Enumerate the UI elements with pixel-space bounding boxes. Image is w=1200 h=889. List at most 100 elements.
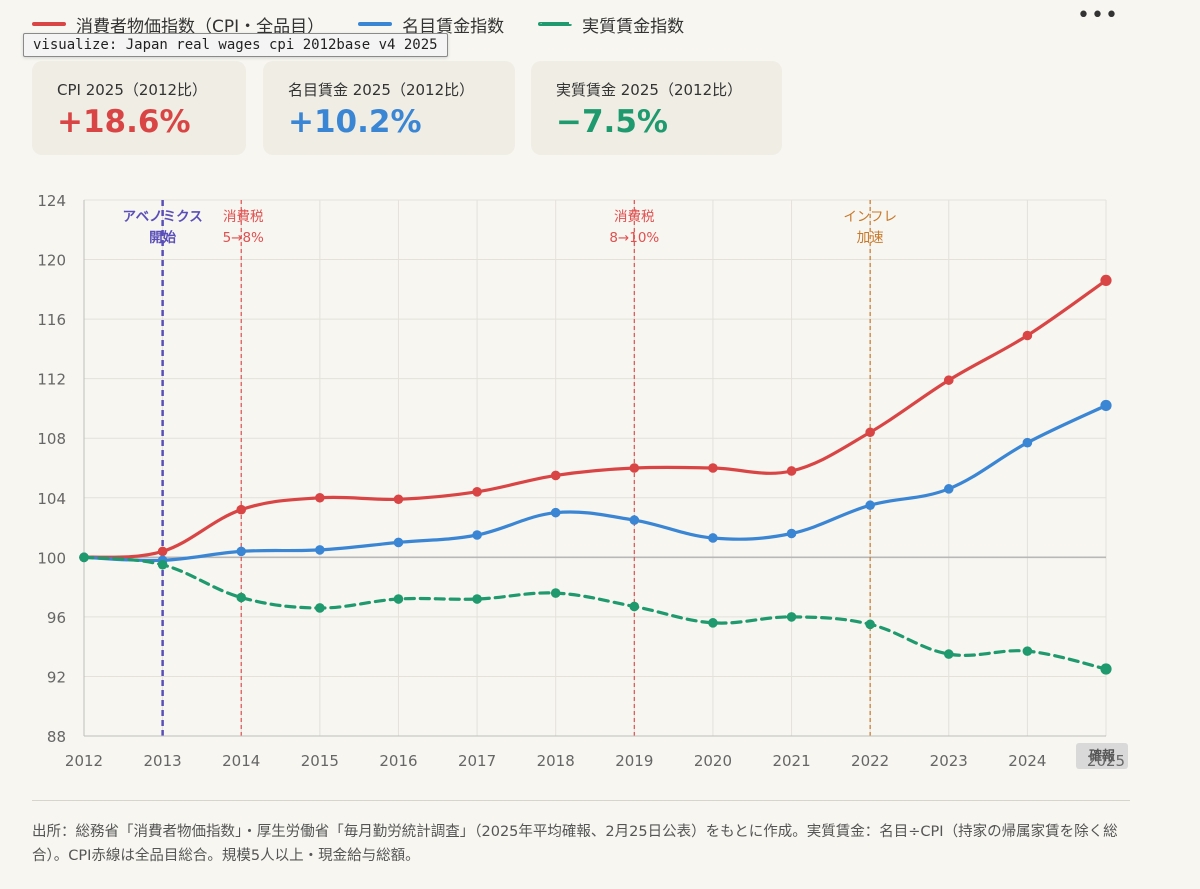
x-tick-label: 2018 [537, 752, 575, 770]
chart-series [79, 274, 1112, 675]
data-point-real [943, 649, 954, 659]
x-tick-label: 2021 [772, 752, 810, 770]
y-tick-label: 112 [37, 371, 66, 389]
y-tick-label: 92 [47, 668, 66, 686]
data-point-cpi [157, 546, 168, 557]
series-line-nominal [82, 403, 1108, 563]
data-point-nominal [786, 528, 797, 539]
data-point-real [157, 559, 168, 570]
annotation-label: 消費税 [223, 209, 264, 225]
data-point-real [472, 594, 482, 604]
data-point-cpi [629, 463, 640, 473]
legend-label-cpi: 消費者物価指数（CPI・全品目） [76, 16, 325, 37]
legend-label-nominal-wage: 名目賃金指数 [402, 16, 505, 37]
data-point-real [1022, 646, 1033, 656]
annotation-label: インフレ [843, 209, 897, 225]
chart-legend: 消費者物価指数（CPI・全品目） 名目賃金指数 実質賃金指数 [32, 8, 684, 40]
data-point-real [315, 603, 325, 613]
data-point-cpi [393, 494, 404, 505]
y-tick-label: 100 [37, 549, 66, 567]
x-tick-label: 2015 [301, 752, 339, 770]
stat-value-nominal-wage: +10.2% [288, 104, 422, 140]
annotation-lines [161, 200, 871, 736]
data-point-real [629, 601, 640, 612]
data-point-cpi [472, 487, 482, 497]
data-point-cpi [1022, 330, 1033, 341]
stat-value-cpi: +18.6% [57, 104, 191, 140]
tooltip: visualize: Japan real wages cpi 2012base… [23, 33, 448, 57]
stat-label-nominal-wage: 名目賃金 2025（2012比） [288, 81, 475, 99]
data-point-real [79, 552, 89, 563]
x-tick-label: 2017 [458, 752, 496, 770]
source-note: 出所：総務省「消費者物価指数」・厚生労働省「毎月勤労統計調査」（2025年平均確… [32, 824, 1118, 864]
annotation-label: 8→10% [609, 230, 659, 246]
data-point-nominal [393, 537, 404, 548]
data-point-real [1100, 663, 1112, 675]
data-point-nominal [708, 533, 718, 543]
stat-card-nominal-wage: 名目賃金 2025（2012比） +10.2% [263, 61, 515, 155]
x-tick-label: 2023 [930, 752, 968, 770]
data-point-cpi [943, 375, 954, 385]
data-point-real [708, 618, 718, 628]
data-point-cpi [786, 466, 797, 476]
line-chart: 88 92 96 100 104 108 112 116 120 124 確報 2012 2013 201… [37, 192, 1128, 770]
x-tick-label: 2014 [222, 752, 260, 770]
legend-label-real-wage: 実質賃金指数 [582, 16, 685, 37]
data-point-cpi [236, 504, 247, 515]
series-line-cpi [82, 278, 1108, 559]
x-tick-label: 2013 [144, 752, 182, 770]
y-tick-label: 124 [37, 192, 66, 210]
x-tick-label: 2022 [851, 752, 889, 770]
legend-item-real-wage[interactable]: 実質賃金指数 [538, 12, 684, 37]
y-tick-label: 88 [47, 728, 66, 746]
annotation-label: 消費税 [614, 209, 655, 225]
data-point-real [393, 594, 404, 604]
data-point-cpi [315, 492, 325, 503]
data-point-nominal [1022, 437, 1033, 448]
annotation-label: アベノミクス [122, 209, 202, 225]
x-tick-label: 2020 [694, 752, 732, 770]
stat-value-real-wage: −7.5% [556, 104, 668, 140]
legend-swatch-cpi [32, 22, 66, 26]
data-point-nominal [315, 545, 325, 555]
data-point-nominal [472, 530, 482, 540]
data-point-real [550, 588, 561, 598]
stat-card-cpi: CPI 2025（2012比） +18.6% [32, 61, 246, 155]
data-point-nominal [865, 500, 875, 511]
data-point-nominal [1100, 399, 1112, 412]
data-point-real [786, 612, 797, 622]
legend-item-nominal-wage[interactable]: 名目賃金指数 [358, 12, 504, 37]
annotation-label: 開始 [149, 229, 176, 246]
data-point-cpi [865, 427, 875, 438]
data-point-cpi [1100, 274, 1112, 286]
data-point-real [236, 592, 247, 603]
data-point-nominal [550, 507, 561, 518]
y-tick-label: 120 [37, 252, 66, 270]
more-options-button[interactable]: ••• [1077, 2, 1119, 28]
data-point-nominal [943, 484, 954, 494]
legend-item-cpi[interactable]: 消費者物価指数（CPI・全品目） [32, 12, 324, 37]
legend-swatch-real-wage [538, 22, 573, 26]
data-point-cpi [708, 463, 718, 473]
y-tick-label: 104 [37, 490, 66, 508]
stat-label-real-wage: 実質賃金 2025（2012比） [556, 81, 743, 99]
x-tick-label: 2024 [1008, 752, 1046, 770]
x-tick-label: 2012 [65, 752, 103, 770]
stat-card-real-wage: 実質賃金 2025（2012比） −7.5% [531, 61, 782, 155]
data-point-nominal [236, 546, 247, 557]
footer-divider [32, 800, 1130, 801]
data-point-real [865, 619, 875, 630]
x-tick-label: 2016 [379, 752, 417, 770]
stat-label-cpi: CPI 2025（2012比） [57, 81, 208, 99]
final-badge-bg [1076, 743, 1128, 769]
y-tick-label: 96 [47, 609, 66, 627]
y-tick-label: 108 [37, 430, 66, 448]
annotation-label: 加速 [857, 230, 884, 246]
legend-swatch-nominal-wage [358, 22, 393, 26]
final-badge-label: 確報 [1089, 748, 1116, 764]
y-tick-label: 116 [37, 311, 66, 329]
x-tick-label: 2019 [615, 752, 653, 770]
data-point-nominal [629, 515, 640, 525]
chart-axes: 88 92 96 100 104 108 112 116 120 124 確報 2012 2013 201… [37, 192, 1128, 770]
